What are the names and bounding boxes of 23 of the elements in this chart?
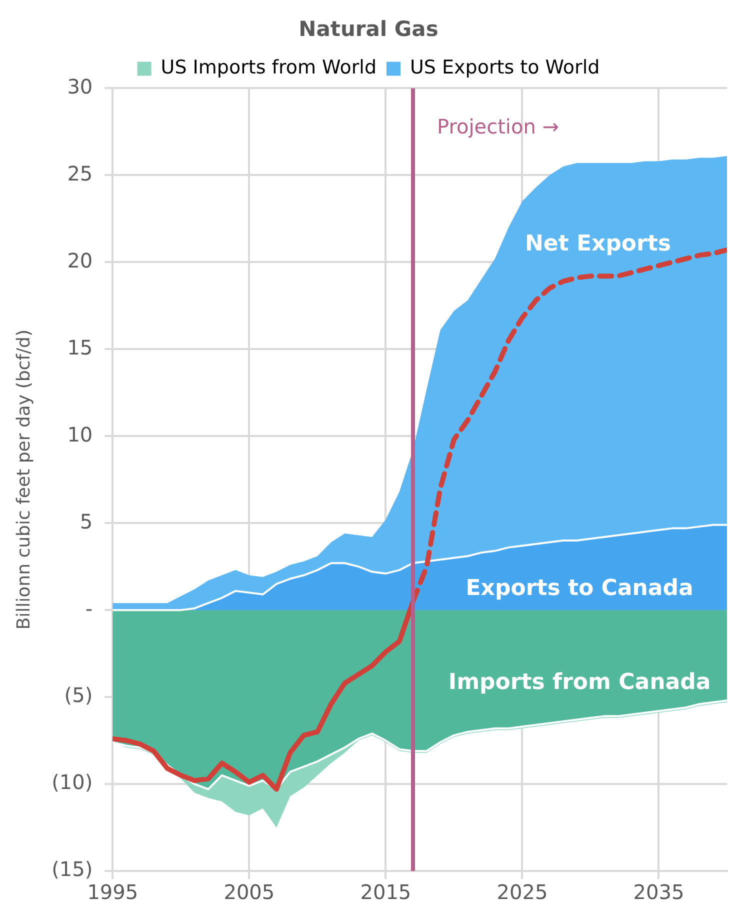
x-tick-label: 2025 xyxy=(496,880,548,904)
x-tick-label: 2035 xyxy=(633,880,684,904)
y-tick-label: 25 xyxy=(67,161,93,186)
y-tick-label: 30 xyxy=(67,74,93,98)
chart-title: Natural Gas xyxy=(298,17,438,42)
annotation: Exports to Canada xyxy=(466,576,694,601)
y-tick-label: 10 xyxy=(67,422,93,446)
y-tick-label: 5 xyxy=(80,509,93,534)
y-tick-label: (5) xyxy=(64,683,93,708)
y-tick-label: - xyxy=(85,596,93,620)
x-tick-label: 2015 xyxy=(360,880,412,904)
legend-label: US Imports from World xyxy=(160,56,377,79)
legend-label: US Exports to World xyxy=(410,56,600,79)
annotation: Imports from Canada xyxy=(448,670,711,695)
y-axis-title: Billionn cubic feet per day (bcf/d) xyxy=(13,330,34,630)
y-tick-label: (15) xyxy=(52,857,93,882)
y-tick-label: 15 xyxy=(67,335,93,360)
y-tick-label: (10) xyxy=(52,770,93,794)
ref-line-label: Projection → xyxy=(437,114,560,138)
x-tick-label: 1995 xyxy=(87,880,138,904)
x-tick-label: 2005 xyxy=(224,880,275,904)
y-tick-label: 20 xyxy=(67,248,93,272)
annotation: Net Exports xyxy=(524,231,672,256)
